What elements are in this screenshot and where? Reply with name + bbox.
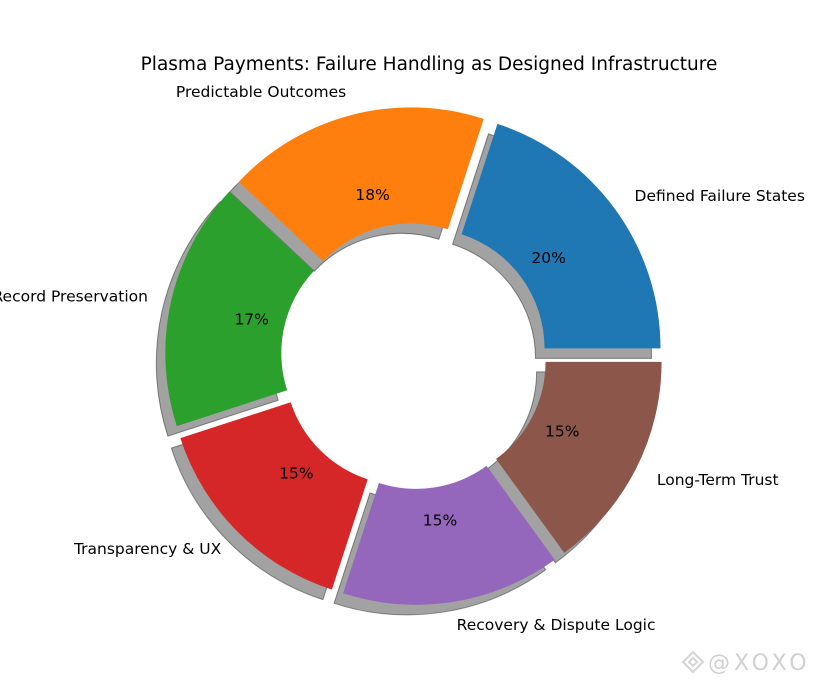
wedge-predictable-outcomes bbox=[238, 107, 484, 262]
chart-title: Plasma Payments: Failure Handling as Des… bbox=[141, 54, 718, 75]
percent-label: 20% bbox=[531, 249, 565, 267]
watermark: @XOXO bbox=[681, 650, 811, 676]
percent-label: 17% bbox=[234, 311, 268, 329]
category-label: Defined Failure States bbox=[635, 187, 805, 205]
category-label: Transparency & UX bbox=[73, 540, 222, 558]
category-label: Predictable Outcomes bbox=[176, 83, 346, 101]
wedge-transparency-ux bbox=[180, 402, 368, 590]
wedge-defined-failure-states bbox=[461, 123, 661, 349]
wedge-long-term-trust bbox=[496, 361, 662, 553]
category-label: Long-Term Trust bbox=[657, 471, 779, 489]
percent-label: 15% bbox=[423, 511, 457, 529]
percent-label: 15% bbox=[545, 423, 579, 441]
percent-label: 15% bbox=[279, 465, 313, 483]
watermark-text: @XOXO bbox=[708, 651, 811, 676]
watermark-logo-icon bbox=[681, 650, 705, 674]
wedge-record-preservation bbox=[165, 191, 314, 427]
wedge-recovery-dispute-logic bbox=[343, 465, 555, 605]
category-label: Recovery & Dispute Logic bbox=[457, 616, 656, 634]
percent-label: 18% bbox=[355, 186, 389, 204]
category-label: Record Preservation bbox=[0, 288, 148, 306]
